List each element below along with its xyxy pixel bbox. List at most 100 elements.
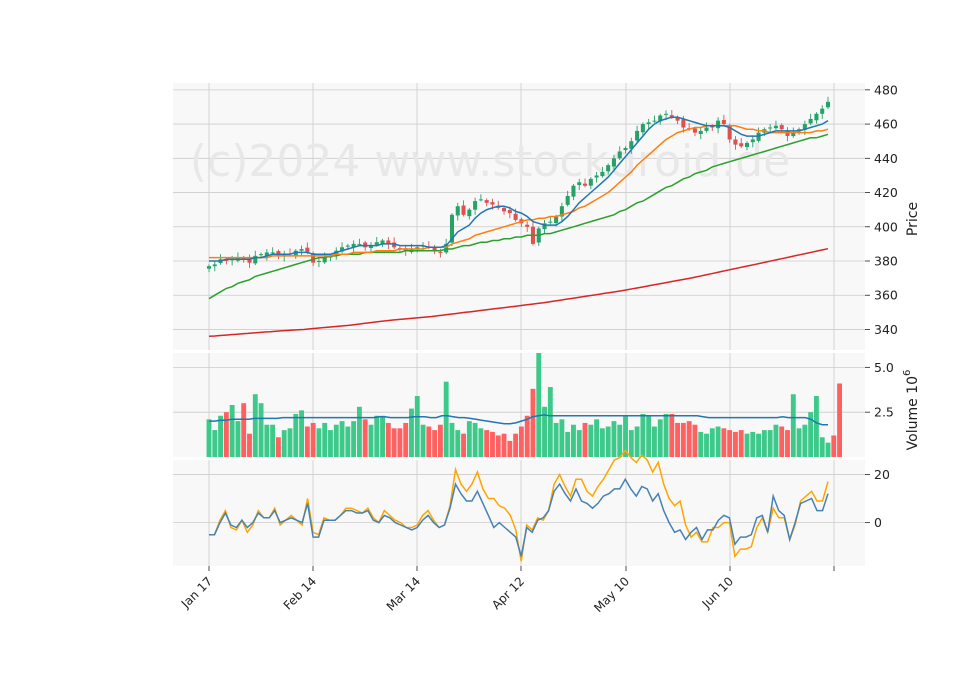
volume-bar [657,419,663,457]
candle-body [241,257,246,260]
volume-bar [252,394,258,457]
volume-bar [339,421,345,457]
candle-body [733,139,738,145]
volume-bar [362,419,368,457]
candle-body [513,213,518,220]
volume-bar [524,415,530,457]
volume-bar [773,424,779,457]
volume-bar [831,435,837,457]
volume-bar [599,428,605,457]
volume-bar [472,422,478,457]
candle-body [744,142,750,148]
candle-body [594,175,599,178]
volume-bar [443,381,449,457]
volume-bar [715,426,721,457]
price-panel-bg [173,83,865,350]
candle-body [606,165,611,172]
volume-bar [507,440,513,457]
price-axis-tick-label: 460 [874,117,898,132]
volume-bar [634,426,640,457]
price-axis-tick-label: 380 [874,254,898,269]
volume-bar [310,422,316,457]
candle-body [814,113,819,121]
candle-body [716,120,721,129]
candle-body [484,200,489,203]
candle-body [305,247,310,253]
candle-body [675,117,680,121]
candle-body [525,224,530,227]
volume-bar [322,422,328,457]
candle-body [721,119,726,125]
candle-body [507,209,512,214]
candle-body [432,246,437,251]
volume-bar [594,419,600,457]
candle-body [629,141,634,149]
candle-body [698,130,703,135]
volume-bar [663,413,669,457]
candle-body [206,266,212,269]
volume-bar [484,430,490,457]
candle-body [259,254,264,256]
volume-bar [709,428,715,457]
volume-bar [513,433,519,457]
volume-bar [328,430,333,457]
volume-bar [223,412,229,457]
volume-bar [466,421,472,457]
candle-body [559,206,564,217]
volume-bar [721,428,727,457]
volume-bar [351,421,357,457]
volume-axis-tick-label: 5.0 [874,360,894,375]
volume-bar [576,430,582,457]
ma-long-line [208,133,829,300]
volume-bar [293,413,299,457]
volume-bar [495,435,501,457]
candle-body [646,122,651,125]
volume-bar [333,424,339,457]
panel-backgrounds [173,83,865,566]
volume-bar [675,422,681,457]
volume-bar [767,430,773,457]
volume-bar [686,421,692,457]
volume-bar [744,433,750,457]
candle-body [658,115,663,122]
volume-bar [547,387,553,457]
volume-bar [825,442,831,457]
volume-bar [553,422,559,457]
price-axis-label: Price [905,202,921,236]
volume-bar [432,430,438,457]
volume-bar [750,431,756,457]
volume-bar [680,422,686,457]
volume-bar [345,426,351,457]
candle-body [357,243,362,245]
oscillator-axis-tick-label: 20 [874,467,890,482]
volume-bar [449,422,455,457]
volume-bar [490,431,495,457]
volume-bar [374,415,380,457]
volume-bar [640,413,646,457]
volume-bar [796,428,802,457]
candle-body [773,125,778,129]
price-axis-tick-label: 420 [874,185,898,200]
candle-body [224,259,229,261]
candle-body [739,143,744,147]
volume-ma-line [209,414,828,426]
volume-bar [565,431,571,457]
volume-bar [461,433,466,457]
candle-body [583,183,588,186]
volume-bar [802,424,808,457]
oscillator-a-line [209,477,829,557]
volume-bar [588,424,594,457]
candle-body [328,255,333,258]
volume-bar [304,426,310,457]
x-tick-label: Feb 14 [281,574,319,612]
volume-bar [264,424,270,457]
volume-bar [559,419,565,457]
price-axis-tick-label: 400 [874,219,898,234]
volume-axis-tick-label: 2.5 [874,405,894,420]
volume-bar [738,430,744,457]
watermark-text: (c)2024 www.stockdroid.de [190,136,790,187]
volume-bar [652,426,657,457]
oscillator-axis-tick-label: 0 [874,515,882,530]
volume-axis-label: Volume 106 [902,370,921,451]
volume-bar [247,433,252,457]
